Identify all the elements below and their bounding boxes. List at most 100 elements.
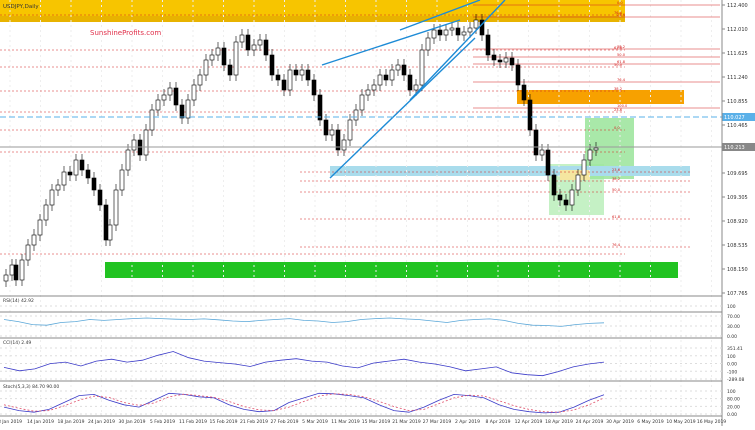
candlesticks: [3, 14, 599, 287]
candle-body: [61, 171, 67, 186]
price-tick-label: 107.765: [727, 291, 748, 297]
svg-text:110.213: 110.213: [724, 145, 745, 151]
indicator-tick-label: 0.00: [727, 412, 737, 418]
candle-body: [509, 57, 515, 66]
rsiPanel-line: [3, 317, 605, 327]
date-axis: 8 Jan 2019 14 Jan 2019 18 Jan 2019 24 Jan 2…: [0, 419, 726, 425]
candle-body: [557, 194, 563, 201]
candle-body: [125, 149, 131, 171]
candle-body: [287, 69, 293, 91]
candle-body: [155, 99, 161, 111]
candle-body: [103, 204, 109, 241]
candle-body: [527, 99, 533, 131]
fib-upper-label: 38.2: [617, 45, 625, 49]
candle-body: [389, 69, 395, 81]
date-tick-label: 11 Feb 2019: [179, 419, 207, 425]
fib-upper-label: 76.4: [617, 78, 626, 82]
candle-body: [533, 129, 539, 156]
indicator-tick-label: 0.00: [727, 334, 737, 340]
price-tick-label: 112.010: [727, 27, 748, 33]
fib-left-label: 38.2: [614, 87, 622, 91]
date-tick-label: 18 Jan 2019: [58, 419, 85, 425]
candle-body: [473, 19, 479, 29]
candle-body: [467, 27, 473, 33]
candle-body: [479, 19, 485, 36]
yellow-resistance-zone-bottom: [0, 16, 625, 22]
date-tick-label: 24 Jan 2019: [88, 419, 115, 425]
candle-body: [37, 219, 43, 236]
candle-body: [197, 74, 203, 86]
candle-body: [55, 184, 61, 191]
indicator-tick-label: 100: [727, 354, 736, 360]
candle-body: [161, 94, 167, 101]
price-tick-label: 110.465: [727, 123, 748, 129]
indicator-tick-label: 0.00: [727, 362, 737, 368]
stoch-d-line: [3, 393, 605, 413]
candle-body: [323, 119, 329, 136]
svg-text:110.027: 110.027: [724, 115, 745, 121]
candle-body: [365, 89, 371, 96]
trend-line-upper: [409, 0, 506, 101]
indicator-tick-label: 70.00: [727, 314, 740, 320]
candle-body: [407, 74, 413, 91]
price-tick-label: 108.150: [727, 267, 748, 273]
cci-title: CCI(14) 2.49: [3, 340, 31, 346]
price-tick-label: 108.535: [727, 243, 748, 249]
price-tick-label: 108.920: [727, 219, 748, 225]
candle-body: [335, 129, 341, 151]
fib-left-label: 0.0: [614, 126, 620, 130]
date-tick-label: 16 May 2019: [697, 419, 726, 425]
date-tick-label: 10 May 2019: [666, 419, 695, 425]
date-tick-label: 30 Apr 2019: [606, 419, 634, 425]
price-label-2: 110.213: [722, 143, 755, 151]
candle-body: [449, 27, 455, 31]
candle-body: [281, 79, 287, 91]
trend-line-support: [329, 37, 476, 179]
rsi-panel: RSI(14) 42.92 100 70.00 30.00 0.00: [0, 298, 740, 340]
candle-body: [25, 244, 31, 261]
candle-body: [227, 64, 233, 76]
candle-body: [539, 149, 545, 156]
candle-body: [3, 274, 9, 282]
candle-body: [263, 39, 269, 56]
green-support-zone: [105, 262, 678, 278]
fibonacci-lines: 0.023.638.250.061.876.4100.076.461.850.0…: [0, 1, 720, 255]
candle-body: [209, 54, 215, 61]
candle-body: [149, 109, 155, 131]
candle-body: [371, 84, 377, 91]
candle-body: [91, 177, 97, 191]
date-tick-label: 27 Mar 2019: [423, 419, 452, 425]
trend-line-top: [399, 0, 481, 31]
stoch-k-line: [3, 392, 605, 414]
candle-body: [503, 57, 509, 63]
candle-body: [215, 47, 221, 56]
date-tick-label: 11 Mar 2019: [331, 419, 360, 425]
candle-body: [383, 74, 389, 81]
date-tick-label: 8 Jan 2019: [0, 419, 22, 425]
candle-body: [497, 59, 503, 63]
stoch-title: Stoch(5,3,3) 84.70 90.00: [3, 384, 59, 390]
date-tick-label: 12 Apr 2019: [515, 419, 543, 425]
fib-lower-label: 23.6: [612, 168, 621, 172]
candle-body: [425, 37, 431, 51]
main-panel: 0.023.638.250.061.876.4100.076.461.850.0…: [0, 0, 755, 416]
candle-body: [113, 189, 119, 226]
candle-body: [347, 119, 353, 141]
candle-body: [395, 64, 401, 71]
fib-left-label: 23.6: [614, 108, 623, 112]
candle-body: [245, 34, 251, 51]
indicator-tick-label: 80.00: [727, 397, 740, 403]
candle-body: [341, 139, 347, 151]
price-tick-label: 109.695: [727, 171, 748, 177]
candle-body: [251, 44, 257, 51]
price-tick-label: 112.400: [727, 3, 748, 9]
candle-body: [431, 29, 437, 39]
candle-body: [455, 27, 461, 36]
fib-left-label: 76.4: [614, 11, 623, 15]
candle-body: [269, 54, 275, 76]
candle-body: [31, 234, 37, 246]
indicator-tick-label: 100: [727, 389, 736, 395]
candle-body: [317, 94, 323, 121]
